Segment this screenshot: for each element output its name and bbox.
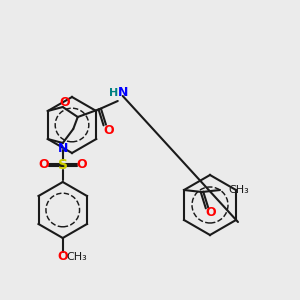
Text: O: O xyxy=(76,158,87,172)
Text: CH₃: CH₃ xyxy=(66,252,87,262)
Text: O: O xyxy=(206,206,216,220)
Text: H: H xyxy=(109,88,119,98)
Text: O: O xyxy=(59,97,70,110)
Text: O: O xyxy=(57,250,68,263)
Text: S: S xyxy=(58,158,68,172)
Text: N: N xyxy=(118,86,128,100)
Text: CH₃: CH₃ xyxy=(228,185,249,195)
Text: O: O xyxy=(103,124,114,136)
Text: N: N xyxy=(58,142,68,154)
Text: O: O xyxy=(38,158,49,172)
